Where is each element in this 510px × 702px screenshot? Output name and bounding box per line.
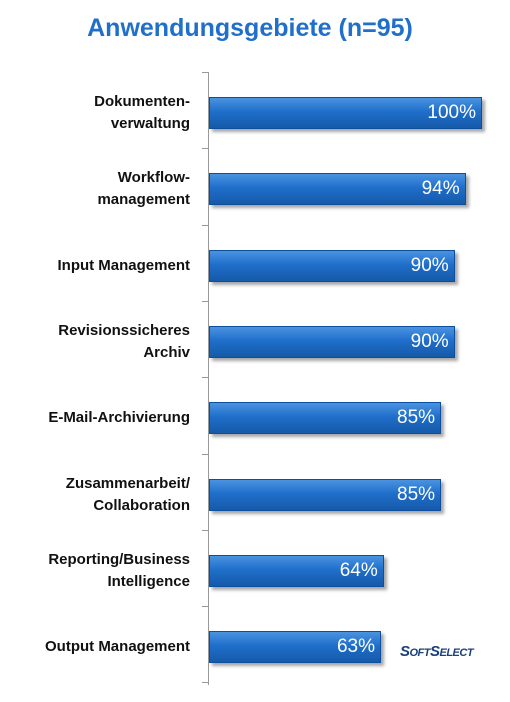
axis-tick: [202, 300, 208, 302]
axis-tick: [202, 529, 208, 531]
bar: [209, 631, 381, 664]
category-label: Input Management: [57, 256, 190, 274]
axis-tick: [202, 682, 208, 684]
value-label: 90%: [410, 331, 449, 353]
logo: SoftSelect: [400, 643, 474, 660]
bar: [209, 97, 482, 130]
axis-tick: [202, 148, 208, 150]
axis-tick: [202, 377, 208, 379]
chart-title: Anwendungsgebiete (n=95): [87, 14, 413, 42]
value-label: 90%: [410, 254, 449, 276]
category-label: Dokumenten- verwaltung: [94, 93, 190, 133]
value-label: 64%: [339, 559, 378, 581]
bar: [209, 326, 455, 359]
axis-tick: [202, 606, 208, 608]
bar: [209, 173, 466, 206]
bar: [209, 478, 442, 511]
value-label: 63%: [336, 636, 375, 658]
axis-tick: [202, 72, 208, 73]
category-label: Workflow- management: [97, 169, 190, 209]
category-label: Reporting/Business Intelligence: [48, 550, 190, 590]
axis-tick: [202, 453, 208, 455]
category-label: E-Mail-Archivierung: [48, 409, 190, 427]
category-label: Revisionssicheres Archiv: [58, 322, 190, 362]
category-label: Output Management: [45, 638, 190, 656]
bar: [209, 249, 455, 282]
bar: [209, 402, 442, 435]
value-label: 94%: [421, 178, 460, 200]
value-label: 85%: [397, 407, 436, 429]
category-label: Zusammenarbeit/ Collaboration: [65, 474, 190, 514]
bar: [209, 554, 384, 587]
value-label: 85%: [397, 483, 436, 505]
axis-line: [208, 72, 209, 685]
value-label: 100%: [427, 102, 476, 124]
axis-tick: [202, 224, 208, 226]
